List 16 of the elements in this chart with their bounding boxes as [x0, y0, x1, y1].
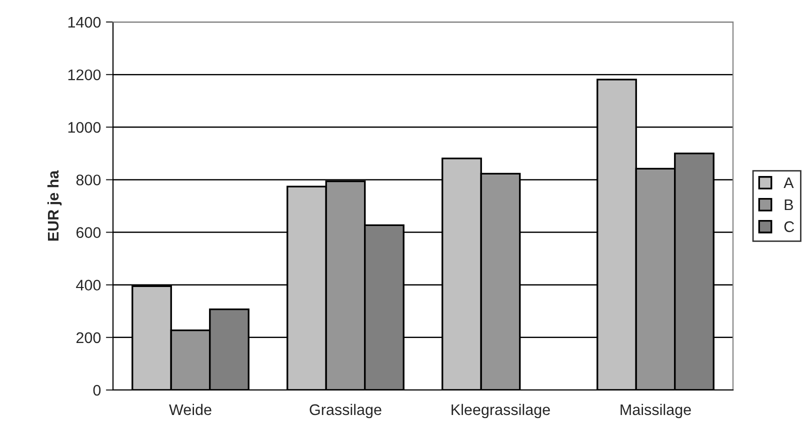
- y-tick-label: 200: [76, 332, 101, 344]
- y-tick-label: 0: [93, 384, 101, 396]
- legend-label: B: [784, 199, 793, 210]
- legend-label: C: [784, 221, 794, 232]
- x-tick-label: Grassilage: [310, 404, 382, 418]
- x-tick-label: Maissilage: [620, 404, 691, 418]
- y-tick-label: 1200: [68, 69, 101, 80]
- y-tick-label: 600: [76, 227, 101, 238]
- y-tick-label: 400: [76, 280, 101, 291]
- x-tick-label: Weide: [169, 404, 212, 416]
- x-tick-label: Kleegrassilage: [452, 404, 550, 418]
- y-tick-label: 800: [76, 174, 101, 186]
- y-tick-label: 1000: [68, 122, 101, 133]
- y-tick-label: 1400: [68, 16, 101, 28]
- legend-label: A: [784, 178, 794, 188]
- y-axis-title: EUR je ha: [47, 170, 62, 241]
